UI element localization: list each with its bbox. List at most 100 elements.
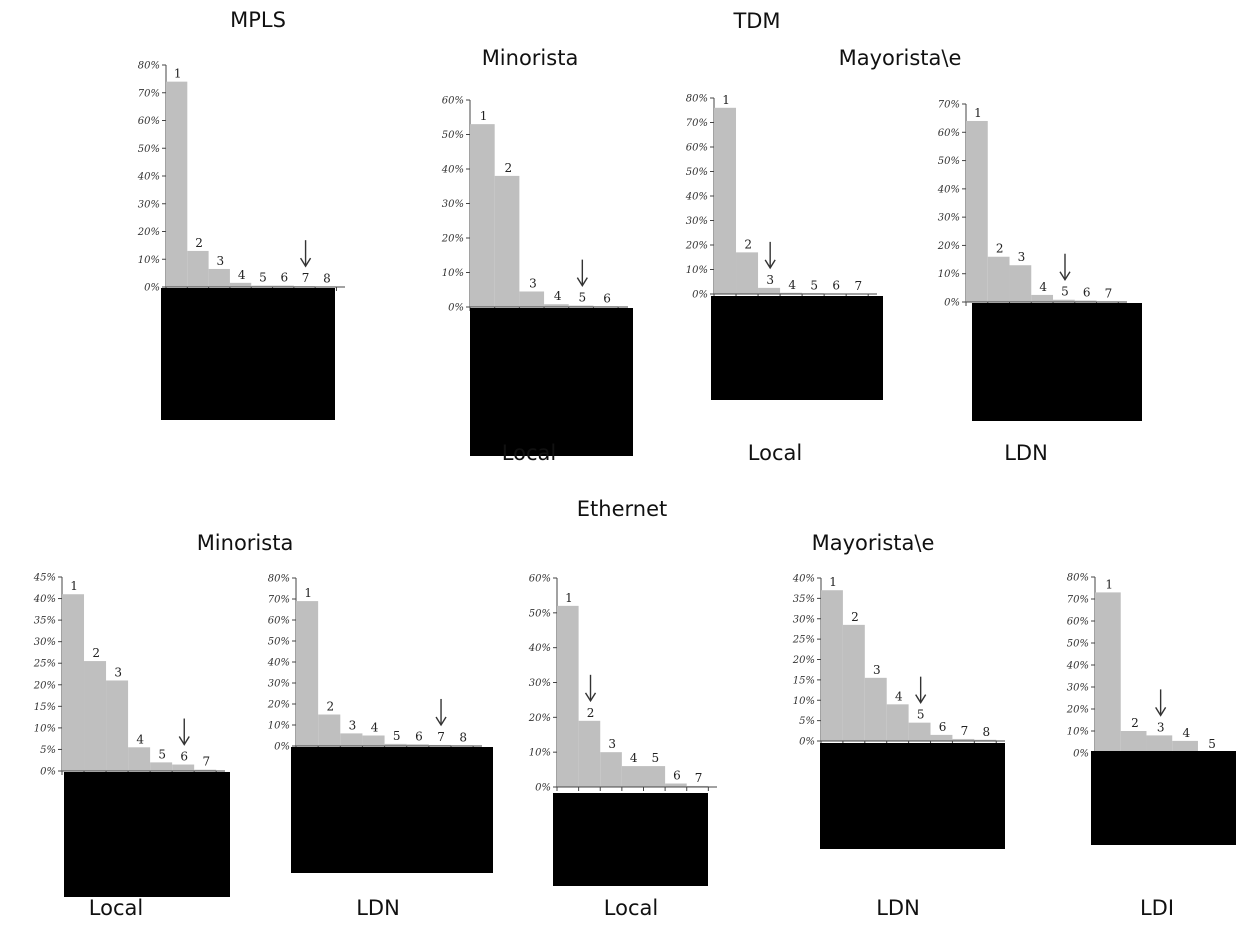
- bar: [1053, 299, 1075, 302]
- bar-rank-label: 2: [1131, 716, 1139, 730]
- y-tick-label: 40%: [937, 184, 960, 195]
- y-tick-label: 20%: [267, 700, 290, 711]
- x-axis-label: Local: [89, 896, 143, 920]
- chart-tdm-mayorista-local: 0% 10% 20% 30% 40% 50% 60% 70% 80% 1 2 3 4 5 6 7 Local: [685, 93, 883, 465]
- y-tick-label: 20%: [792, 655, 815, 666]
- bar-rank-label: 4: [895, 689, 903, 703]
- bar-rank-label: 1: [974, 106, 982, 120]
- bar-rank-label: 5: [579, 291, 587, 305]
- bar-rank-label: 6: [415, 729, 423, 743]
- y-tick-label: 70%: [268, 595, 290, 606]
- bar-rank-label: 3: [766, 273, 774, 287]
- y-tick-label: 10%: [938, 269, 960, 280]
- bar: [758, 287, 781, 294]
- bar: [208, 268, 230, 287]
- y-tick-label: 40%: [267, 658, 290, 669]
- bar-rank-label: 2: [504, 161, 512, 175]
- bar: [187, 250, 209, 287]
- y-tick-label: 25%: [792, 635, 815, 646]
- bar-rank-label: 3: [1157, 720, 1165, 734]
- bar: [519, 291, 545, 307]
- y-tick-label: 50%: [686, 167, 708, 178]
- bar-rank-label: 4: [136, 732, 144, 746]
- bar-rank-label: 1: [70, 579, 78, 593]
- y-tick-label: 45%: [33, 573, 56, 584]
- redaction-block: [161, 288, 335, 420]
- y-tick-label: 20%: [685, 241, 708, 252]
- y-tick-label: 20%: [33, 680, 56, 691]
- bar-rank-label: 7: [695, 771, 703, 785]
- arrow-down-icon: [1155, 689, 1167, 717]
- y-tick-label: 50%: [442, 130, 464, 141]
- header-ethernet: Ethernet: [577, 497, 667, 521]
- y-tick-label: 10%: [529, 748, 551, 759]
- bar-rank-label: 8: [983, 725, 991, 739]
- bar: [987, 256, 1010, 302]
- chart-tdm-minorista-local: 0% 10% 20% 30% 40% 50% 60% 1 2 3 4 5 6 Local: [441, 96, 633, 465]
- y-tick-label: 0%: [40, 767, 56, 778]
- y-tick-label: 10%: [138, 255, 160, 266]
- redaction-block: [972, 303, 1142, 421]
- bar-rank-label: 2: [327, 700, 335, 714]
- y-tick-label: 50%: [529, 608, 551, 619]
- bar: [1120, 731, 1147, 753]
- bar-rank-label: 8: [459, 730, 467, 744]
- arrow-down-icon: [576, 259, 588, 287]
- header-tdm-minorista: Minorista: [482, 46, 579, 70]
- bar-rank-label: 3: [608, 737, 616, 751]
- bar: [150, 762, 173, 771]
- bar-rank-label: 3: [217, 254, 225, 268]
- y-tick-label: 35%: [34, 616, 56, 627]
- bar: [544, 304, 569, 307]
- y-tick-label: 80%: [686, 94, 708, 105]
- y-tick-label: 30%: [686, 216, 708, 227]
- bar: [1074, 300, 1097, 302]
- redaction-block: [1091, 751, 1236, 845]
- arrow-down-icon: [915, 676, 927, 704]
- arrow-down-icon: [299, 240, 312, 268]
- bar: [842, 624, 865, 741]
- bar-rank-label: 1: [1105, 577, 1113, 591]
- y-tick-label: 20%: [1066, 705, 1089, 716]
- bar: [780, 292, 803, 294]
- x-axis-label: LDN: [356, 896, 400, 920]
- bar: [251, 285, 273, 287]
- bar-rank-label: 6: [1083, 286, 1091, 300]
- bar-rank-label: 6: [603, 291, 611, 305]
- y-tick-label: 10%: [1067, 727, 1089, 738]
- bar-rank-label: 5: [810, 278, 818, 292]
- redaction-block: [820, 743, 1005, 849]
- y-tick-label: 0%: [1073, 749, 1089, 760]
- redaction-block: [553, 793, 708, 886]
- y-tick-label: 40%: [137, 172, 160, 183]
- y-tick-label: 70%: [138, 88, 160, 99]
- header-eth-mayorista: Mayorista\e: [812, 531, 935, 555]
- arrow-down-icon: [764, 241, 776, 270]
- bar-rank-label: 2: [195, 236, 203, 250]
- bar-rank-label: 1: [829, 575, 837, 589]
- bar: [470, 124, 495, 308]
- chart-tdm-mayorista-ldn: 0% 10% 20% 30% 40% 50% 60% 70% 1 23 4 5 6 7 LDN: [937, 100, 1142, 465]
- y-tick-label: 0%: [692, 290, 708, 301]
- y-tick-label: 70%: [938, 100, 960, 111]
- bar-rank-label: 4: [788, 278, 796, 292]
- y-tick-label: 50%: [268, 637, 290, 648]
- bar: [166, 81, 188, 288]
- header-tdm-mayorista: Mayorista\e: [839, 46, 962, 70]
- arrow-down-icon: [1059, 253, 1071, 282]
- x-axis-label: Local: [604, 896, 658, 920]
- bar-rank-label: 3: [873, 663, 881, 677]
- y-tick-label: 0%: [535, 783, 551, 794]
- bar: [428, 744, 451, 746]
- y-tick-label: 60%: [442, 96, 464, 107]
- bar-rank-label: 7: [437, 730, 445, 744]
- y-tick-label: 40%: [685, 192, 708, 203]
- x-axis-label: LDI: [1140, 896, 1174, 920]
- bar: [1172, 740, 1198, 753]
- bar-rank-label: 3: [349, 718, 357, 732]
- bar-rank-label: 5: [259, 271, 267, 285]
- bar: [600, 752, 622, 787]
- y-tick-label: 30%: [938, 213, 960, 224]
- y-tick-label: 50%: [1067, 639, 1089, 650]
- bar-rank-label: 7: [961, 724, 969, 738]
